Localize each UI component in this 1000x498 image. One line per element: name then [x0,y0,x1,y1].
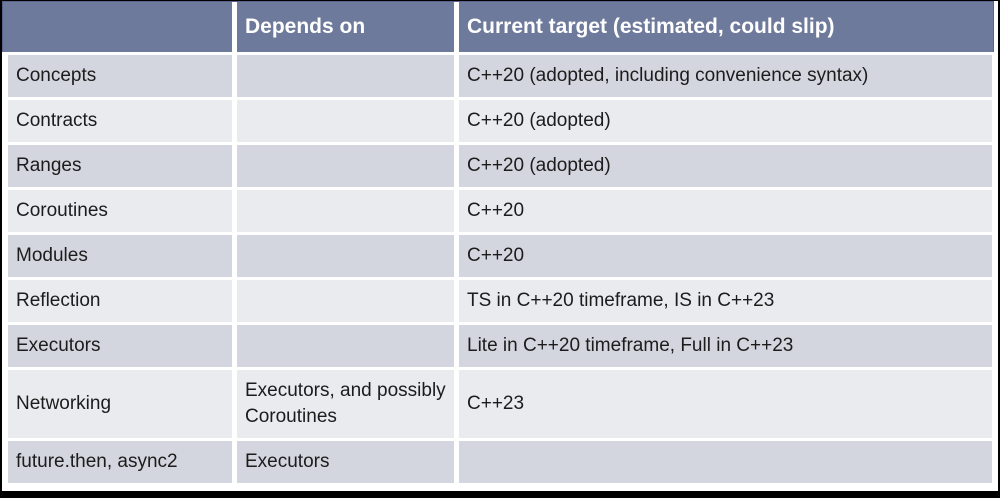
feature-cell: Coroutines [8,190,232,232]
feature-cell: Executors [8,325,232,367]
table-row: Reflection TS in C++20 timeframe, IS in … [8,280,992,322]
header-depends-on: Depends on [237,2,454,52]
depends-on-cell [237,145,454,187]
table-header-row: Depends on Current target (estimated, co… [2,1,994,52]
depends-on-cell: Executors [237,441,454,483]
feature-schedule-table: Depends on Current target (estimated, co… [2,1,998,486]
target-cell: C++20 (adopted, including convenience sy… [459,55,992,97]
feature-cell: Concepts [8,55,232,97]
target-cell: C++23 [459,370,992,438]
table-row: Concepts C++20 (adopted, including conve… [8,55,992,97]
depends-on-cell [237,325,454,367]
depends-on-cell [237,190,454,232]
target-cell [459,441,992,483]
target-cell: C++20 [459,235,992,277]
depends-on-cell [237,55,454,97]
target-cell: Lite in C++20 timeframe, Full in C++23 [459,325,992,367]
target-cell: TS in C++20 timeframe, IS in C++23 [459,280,992,322]
table-row: Contracts C++20 (adopted) [8,100,992,142]
depends-on-cell [237,280,454,322]
table-row: Modules C++20 [8,235,992,277]
table-row: Networking Executors, and possibly Corou… [8,370,992,438]
feature-cell: Reflection [8,280,232,322]
feature-cell: Modules [8,235,232,277]
depends-on-cell: Executors, and possibly Coroutines [237,370,454,438]
feature-cell: Networking [8,370,232,438]
table-row: Ranges C++20 (adopted) [8,145,992,187]
header-feature [2,2,232,52]
table-row: Coroutines C++20 [8,190,992,232]
depends-on-cell [237,100,454,142]
feature-cell: Ranges [8,145,232,187]
depends-on-cell [237,235,454,277]
table-row: future.then, async2 Executors [8,441,992,483]
target-cell: C++20 [459,190,992,232]
feature-cell: Contracts [8,100,232,142]
target-cell: C++20 (adopted) [459,145,992,187]
table-row: Executors Lite in C++20 timeframe, Full … [8,325,992,367]
feature-cell: future.then, async2 [8,441,232,483]
target-cell: C++20 (adopted) [459,100,992,142]
header-current-target: Current target (estimated, could slip) [459,2,994,52]
